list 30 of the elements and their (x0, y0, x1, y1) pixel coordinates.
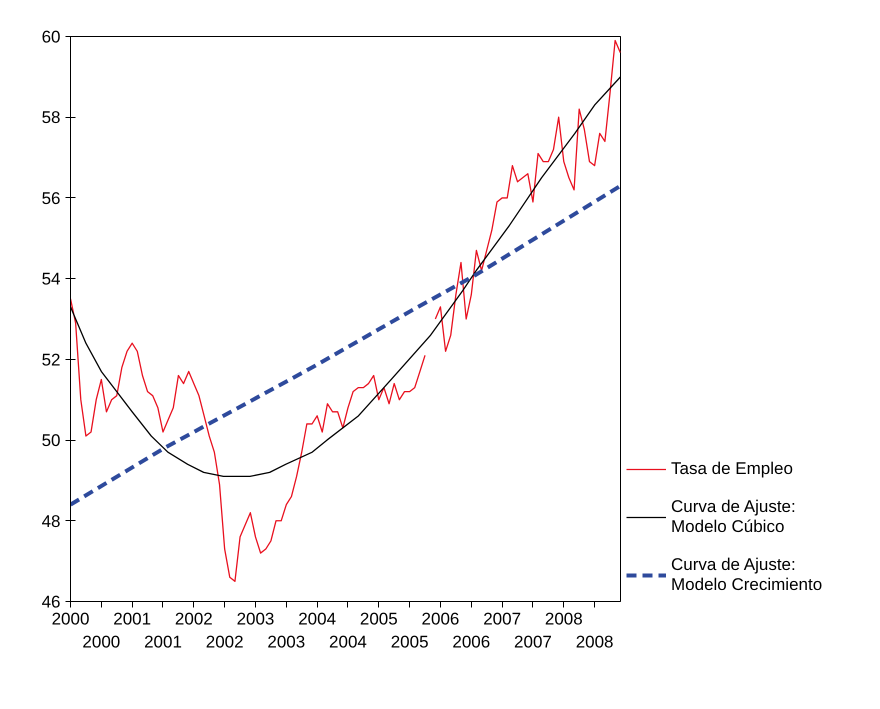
y-tick-label: 48 (42, 512, 61, 531)
y-tick-label: 52 (42, 350, 61, 370)
y-tick-label: 46 (42, 592, 61, 612)
y-tick-label: 50 (42, 431, 61, 450)
x2-tick-label: 2003 (267, 632, 306, 652)
x-tick-label: 2005 (360, 610, 398, 628)
legend-label: Curva de Ajuste: Modelo Cúbico (671, 497, 796, 537)
x-tick-label: 2003 (236, 610, 274, 628)
x-tick-label: 2000 (52, 610, 90, 628)
x2-tick-label: 2001 (144, 632, 182, 652)
x-tick-label: 2002 (174, 610, 213, 628)
x-tick-label: 2004 (298, 610, 336, 628)
x-tick-label: 2008 (544, 610, 583, 628)
legend-label: Curva de Ajuste: Modelo Crecimiento (671, 555, 822, 595)
x2-tick-label: 2005 (390, 632, 429, 652)
y-tick-label: 56 (42, 188, 61, 208)
x2-tick-label: 2004 (329, 632, 367, 652)
x2-tick-label: 2006 (452, 632, 490, 652)
x2-tick-label: 2002 (206, 632, 244, 652)
y-tick-label: 54 (42, 270, 61, 289)
x2-tick-label: 2000 (82, 632, 120, 652)
y-tick-label: 60 (42, 28, 61, 46)
y-tick-label: 58 (42, 108, 61, 128)
x2-tick-label: 2008 (576, 632, 614, 652)
x-tick-label: 2006 (422, 610, 460, 628)
x-tick-label: 2007 (483, 610, 522, 628)
line-series (70, 184, 620, 507)
x-tick-label: 2001 (113, 610, 152, 628)
legend-label: Tasa de Empleo (671, 459, 793, 479)
x2-tick-label: 2007 (514, 632, 552, 652)
